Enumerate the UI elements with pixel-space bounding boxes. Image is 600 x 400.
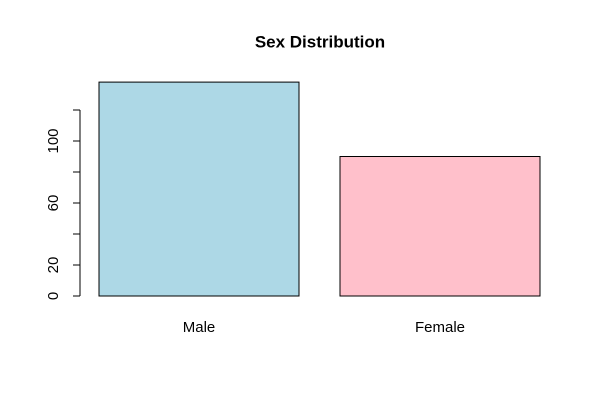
y-tick-label: 20 xyxy=(45,257,62,274)
y-tick-label: 100 xyxy=(45,128,62,153)
x-tick-label: Female xyxy=(415,319,465,336)
bar xyxy=(339,156,541,297)
x-tick-label: Male xyxy=(183,319,216,336)
bar xyxy=(98,81,300,297)
y-tick-label: 60 xyxy=(45,195,62,212)
chart-title: Sex Distribution xyxy=(255,32,385,51)
y-tick-label: 0 xyxy=(45,292,62,300)
